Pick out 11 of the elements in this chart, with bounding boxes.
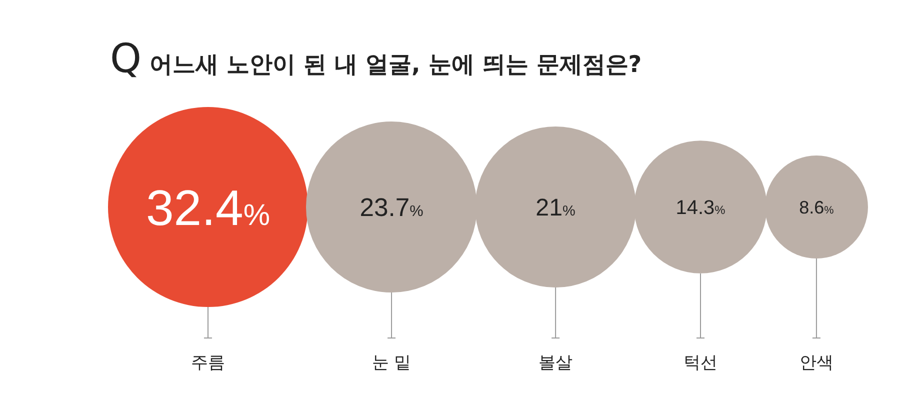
data-label: 23.7% [360,194,424,222]
category-label: 주름 [191,353,225,373]
title: Q 어느새 노안이 된 내 얼굴, 눈에 띄는 문제점은? [110,36,642,82]
category-label: 안색 [799,353,834,373]
category-label: 눈 밑 [372,353,412,373]
data-label: 21% [536,194,576,222]
data-label: 32.4% [146,180,270,236]
data-label: 8.6% [799,197,834,218]
data-label: 14.3% [676,197,726,220]
category-label: 턱선 [684,353,718,373]
category-label: 볼살 [538,353,573,373]
